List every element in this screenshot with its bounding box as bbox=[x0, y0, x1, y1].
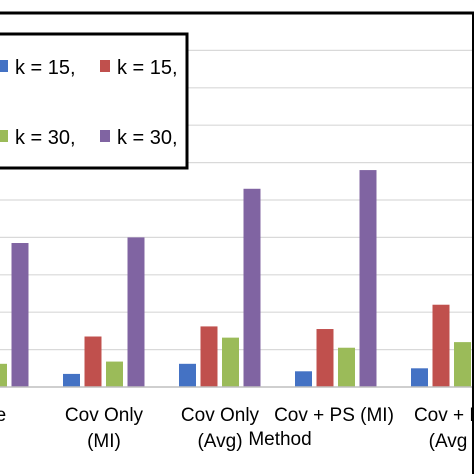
x-tick-label: (MI) bbox=[87, 431, 121, 452]
legend-swatch bbox=[0, 130, 8, 142]
bar bbox=[63, 373, 80, 387]
legend-swatch bbox=[0, 60, 8, 72]
bar bbox=[243, 188, 261, 387]
bar bbox=[127, 237, 145, 387]
bar bbox=[11, 243, 29, 387]
legend-label: k = 15, bbox=[117, 57, 178, 79]
bar bbox=[200, 326, 218, 387]
bar bbox=[179, 363, 196, 387]
bar bbox=[454, 342, 471, 387]
bar bbox=[222, 337, 239, 387]
legend-items: k = 15, k = 15, k = 30, k = 30, bbox=[0, 57, 178, 149]
x-tick-label: (Avg bbox=[429, 431, 468, 452]
bar bbox=[295, 371, 312, 387]
bar bbox=[432, 304, 450, 387]
x-tick-label: Cov + P bbox=[414, 405, 474, 426]
bar bbox=[359, 170, 377, 387]
x-tick-label: Cov Only bbox=[181, 405, 260, 426]
x-tick-label: Cov Only bbox=[65, 405, 144, 426]
legend-box bbox=[0, 32, 189, 170]
bar bbox=[106, 361, 123, 387]
bar bbox=[0, 363, 7, 387]
x-tick-label: (Avg) bbox=[197, 431, 242, 452]
x-axis-title: Method bbox=[248, 429, 311, 450]
bar bbox=[411, 368, 428, 387]
legend-label: k = 30, bbox=[15, 127, 76, 149]
legend-swatch bbox=[100, 60, 110, 72]
legend-swatch bbox=[100, 130, 110, 142]
legend-label: k = 30, bbox=[117, 127, 178, 149]
bar bbox=[84, 336, 102, 387]
bar bbox=[338, 347, 355, 387]
x-tick-label: Cov + PS (MI) bbox=[274, 405, 394, 426]
bar bbox=[316, 329, 334, 387]
x-tick-label: ete bbox=[0, 405, 6, 426]
bars bbox=[0, 170, 471, 387]
legend-label: k = 15, bbox=[15, 57, 76, 79]
legend: k = 15, k = 15, k = 30, k = 30, bbox=[0, 32, 189, 170]
x-tick-labels: eteaCov Only(MI)Cov Only(Avg)Cov + PS (M… bbox=[0, 405, 474, 452]
